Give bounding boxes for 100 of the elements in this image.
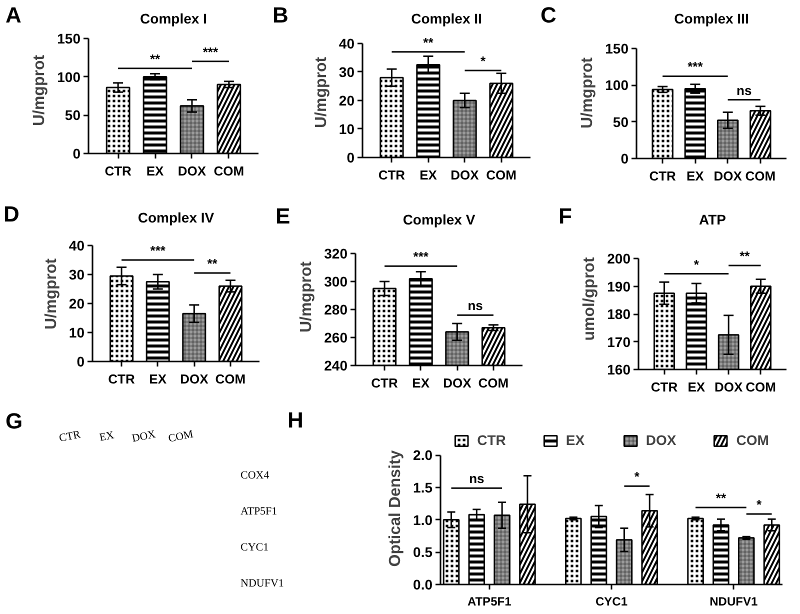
y-axis-title: U/mgprot (42, 258, 60, 330)
legend-label: DOX (646, 432, 676, 448)
annotation: * (756, 496, 763, 512)
y-tick-label: 0 (72, 146, 81, 162)
y-tick-label: 10 (68, 324, 85, 340)
y-tick-label: 100 (57, 68, 81, 85)
annotation: ** (207, 256, 218, 272)
x-tick-label: COM (745, 168, 776, 184)
y-tick-label: 320 (324, 246, 348, 262)
x-tick-label: COM (486, 168, 516, 182)
x-tick-label: EX (149, 372, 167, 386)
x-tick-label: CTR (104, 164, 132, 178)
x-tick-label: CTR (378, 168, 406, 182)
text: E (276, 204, 290, 228)
x-tick-label: DOX (180, 372, 209, 386)
category-label: NDUFV1 (240, 578, 284, 590)
y-axis-title: U/mgprot (298, 260, 316, 333)
legend-label: EX (566, 432, 586, 448)
annotation: * (480, 53, 486, 68)
annotation: *** (150, 243, 166, 258)
x-tick-label: NDUFV1 (710, 594, 758, 608)
y-tick-label: 30 (68, 266, 85, 282)
text: C (540, 2, 556, 28)
x-tick-label: CTR (371, 376, 399, 390)
legend-label: CTR (477, 432, 506, 448)
annotation: * (694, 256, 700, 272)
y-tick-label: 50 (612, 114, 629, 130)
y-tick-label: 20 (68, 296, 85, 312)
text: H (288, 408, 304, 432)
annotation: ns (469, 471, 484, 486)
y-tick-label: 240 (324, 358, 348, 374)
legend-label: COM (736, 432, 769, 448)
y-axis-title: U/mgprot (312, 56, 330, 128)
y-tick-label: 150 (57, 30, 81, 46)
annotation: ** (423, 34, 434, 50)
x-tick-label: COM (215, 372, 246, 386)
text: B (272, 2, 288, 28)
y-tick-label: 100 (605, 77, 629, 94)
text: D (4, 202, 20, 226)
chart-title: Complex IV (138, 210, 215, 226)
annotation: * (634, 469, 640, 484)
category-label: CTR (58, 428, 82, 445)
y-tick-label: 190 (607, 278, 631, 294)
annotation: ** (716, 490, 727, 506)
x-tick-label: EX (146, 164, 164, 178)
chart-title: Complex I (140, 10, 207, 26)
x-tick-label: CTR (650, 380, 678, 394)
y-tick-label: 260 (324, 330, 348, 346)
text: G (6, 408, 23, 434)
category-label: COX4 (240, 470, 270, 482)
y-tick-label: 20 (338, 92, 355, 108)
x-tick-label: EX (412, 376, 430, 390)
y-tick-label: 200 (607, 250, 631, 266)
y-tick-label: 170 (607, 334, 631, 350)
y-tick-label: 300 (324, 274, 348, 290)
annotation: ** (740, 248, 751, 264)
y-tick-label: 10 (338, 120, 355, 137)
annotation: ns (468, 298, 483, 314)
category-label: COM (167, 428, 194, 445)
y-axis-title: Optical Density (387, 450, 404, 567)
y-tick-label: 0 (346, 150, 355, 166)
annotation: *** (413, 249, 430, 264)
y-axis-title: U/mgprot (579, 56, 596, 129)
x-tick-label: DOX (450, 168, 480, 182)
x-tick-label: DOX (714, 380, 743, 394)
y-tick-label: 1.5 (413, 479, 433, 496)
x-tick-label: EX (420, 168, 438, 182)
chart-title: Complex II (411, 10, 482, 26)
annotation: *** (202, 44, 219, 60)
y-tick-label: 0 (620, 150, 629, 166)
y-tick-label: 0 (76, 354, 85, 370)
x-tick-label: CTR (649, 168, 677, 184)
y-tick-label: 40 (68, 238, 85, 254)
y-tick-label: 0.0 (413, 576, 433, 592)
y-tick-label: 40 (338, 35, 355, 52)
y-tick-label: 280 (324, 302, 348, 318)
x-tick-label: COM (746, 380, 776, 394)
annotation: ns (736, 82, 752, 98)
y-axis-title: U/mgprot (31, 54, 48, 126)
y-tick-label: 0.5 (413, 544, 433, 560)
text: F (558, 204, 572, 228)
x-tick-label: EX (688, 380, 706, 394)
y-tick-label: 30 (338, 64, 355, 80)
y-tick-label: 2.0 (413, 447, 433, 464)
annotation: *** (688, 59, 704, 74)
x-tick-label: EX (686, 168, 704, 184)
x-tick-label: COM (478, 376, 509, 390)
category-label: CYC1 (240, 542, 269, 554)
annotation: ** (150, 51, 162, 66)
y-tick-label: 180 (607, 306, 631, 322)
text: A (6, 2, 22, 28)
x-tick-label: ATP5F1 (467, 594, 512, 608)
category-label: DOX (130, 428, 157, 445)
category-label: ATP5F1 (240, 506, 278, 518)
y-tick-label: 50 (64, 107, 81, 124)
x-tick-label: DOX (714, 168, 742, 184)
y-axis-title: umol/gprot (581, 256, 598, 341)
x-tick-label: COM (214, 164, 244, 178)
x-tick-label: DOX (178, 164, 206, 178)
y-tick-label: 160 (607, 362, 631, 378)
